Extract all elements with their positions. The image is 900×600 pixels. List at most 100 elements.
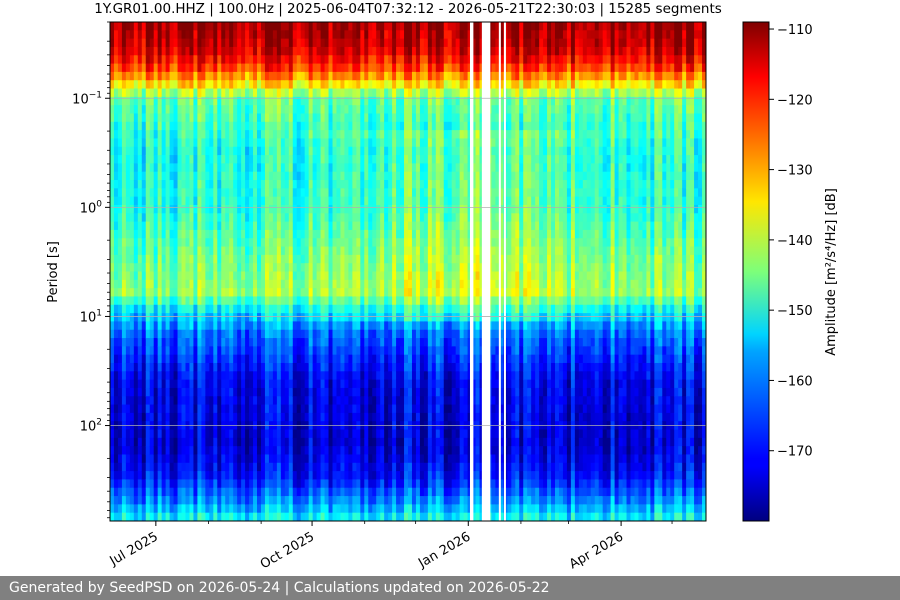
heatmap-cell (205, 196, 210, 206)
heatmap-cell (324, 296, 330, 306)
heatmap-cell (229, 188, 234, 198)
heatmap-cell (253, 38, 258, 48)
heatmap-cell (272, 171, 278, 181)
heatmap-cell (153, 88, 159, 98)
heatmap-cell (427, 313, 433, 322)
heatmap-cell (237, 188, 242, 198)
heatmap-cell (296, 329, 302, 339)
heatmap-cell (268, 371, 274, 381)
heatmap-cell (157, 171, 163, 181)
heatmap-cell (400, 22, 405, 31)
heatmap-cell (249, 146, 254, 156)
heatmap-cell (161, 379, 167, 389)
heatmap-cell (185, 304, 191, 314)
heatmap-cell (372, 196, 377, 206)
heatmap-cell (241, 313, 246, 322)
heatmap-cell (356, 113, 361, 123)
heatmap-cell (292, 105, 298, 115)
heatmap-cell (253, 146, 258, 156)
heatmap-cell (125, 296, 131, 306)
heatmap-cell (149, 371, 155, 381)
heatmap-cell (415, 304, 421, 314)
heatmap-cell (241, 238, 246, 248)
heatmap-cell (149, 338, 155, 347)
heatmap-cell (435, 22, 441, 31)
heatmap-cell (153, 171, 159, 181)
heatmap-cell (388, 404, 393, 414)
heatmap-cell (201, 446, 206, 456)
heatmap-cell (153, 462, 159, 472)
heatmap-cell (260, 338, 266, 347)
heatmap-cell (133, 329, 139, 339)
heatmap-cell (197, 138, 202, 148)
heatmap-cell (284, 221, 290, 231)
heatmap-cell (411, 371, 417, 381)
heatmap-cell (205, 462, 210, 472)
heatmap-cell (324, 22, 330, 31)
heatmap-cell (173, 130, 179, 140)
heatmap-cell (205, 429, 210, 439)
heatmap-cell (193, 279, 199, 289)
heatmap-cell (280, 221, 286, 231)
heatmap-cell (316, 238, 322, 248)
heatmap-cell (368, 454, 373, 464)
heatmap-cell (344, 329, 349, 339)
heatmap-cell (149, 462, 155, 472)
heatmap-cell (408, 346, 413, 356)
heatmap-cell (324, 113, 330, 123)
heatmap-cell (427, 387, 433, 397)
heatmap-cell (217, 146, 222, 156)
heatmap-cell (419, 71, 425, 81)
heatmap-cell (368, 512, 373, 521)
heatmap-cell (352, 404, 357, 414)
heatmap-cell (221, 371, 226, 381)
heatmap-cell (137, 446, 143, 456)
heatmap-cell (149, 113, 155, 123)
heatmap-cell (415, 288, 421, 298)
heatmap-cell (169, 171, 175, 181)
heatmap-cell (304, 371, 310, 381)
heatmap-cell (253, 138, 258, 148)
heatmap-cell (336, 462, 342, 472)
heatmap-cell (241, 487, 246, 497)
heatmap-cell (276, 238, 282, 248)
heatmap-cell (205, 130, 210, 140)
heatmap-cell (221, 462, 226, 472)
heatmap-cell (332, 229, 338, 239)
heatmap-cell (217, 204, 222, 214)
heatmap-cell (364, 196, 369, 206)
heatmap-cell (165, 63, 171, 73)
heatmap-cell (153, 121, 159, 131)
heatmap-cell (368, 288, 373, 298)
heatmap-cell (400, 271, 405, 281)
heatmap-cell (316, 279, 322, 289)
heatmap-cell (264, 313, 270, 322)
heatmap-cell (404, 371, 409, 381)
heatmap-cell (197, 412, 202, 422)
heatmap-cell (400, 329, 405, 339)
heatmap-cell (268, 379, 274, 389)
heatmap-cell (360, 462, 365, 472)
heatmap-cell (284, 22, 290, 31)
heatmap-cell (257, 412, 262, 422)
heatmap-cell (304, 354, 310, 364)
heatmap-cell (209, 105, 214, 115)
heatmap-cell (249, 204, 254, 214)
heatmap-cell (356, 404, 361, 414)
heatmap-cell (368, 379, 373, 389)
heatmap-cell (221, 496, 226, 505)
heatmap-cell (352, 196, 357, 206)
heatmap-cell (340, 404, 346, 414)
heatmap-cell (185, 479, 191, 489)
heatmap-cell (197, 271, 202, 281)
heatmap-cell (161, 22, 167, 31)
heatmap-cell (264, 321, 270, 331)
heatmap-cell (419, 121, 425, 131)
heatmap-cell (181, 379, 187, 389)
heatmap-cell (169, 246, 175, 256)
heatmap-cell (284, 346, 290, 356)
heatmap-cell (423, 238, 429, 248)
heatmap-cell (260, 362, 266, 372)
heatmap-cell (308, 105, 314, 115)
heatmap-cell (165, 263, 171, 273)
